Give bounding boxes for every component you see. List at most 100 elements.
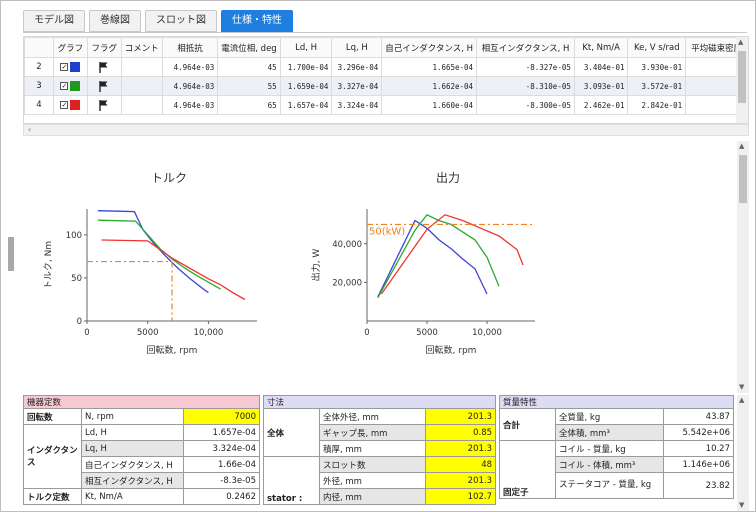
grid-header[interactable]: 自己インダクタンス, H [381,37,478,58]
scrollbar-thumb[interactable] [739,155,747,203]
graph-cell: ✓ [52,95,88,115]
flag-icon[interactable] [98,61,110,73]
param-input[interactable]: 102.7 [424,488,497,505]
param-label: コイル - 質量, kg [555,440,664,457]
series-color-swatch[interactable] [70,99,81,110]
kt-cell: 3.093e-01 [573,76,629,96]
machine-constants-table: 機器定数 回転数 N, rpm 7000 インダクタンス Ld, H 1.657… [23,395,260,505]
flag-cell [86,57,122,77]
table-row[interactable]: 2 ✓ 4.964e-03 45 1.700e-04 3.296e-04 1.6… [24,57,748,77]
ld-cell: 1.659e-04 [279,76,333,96]
x-axis-label: 回転数, rpm [147,344,198,356]
scroll-up-icon[interactable]: ▲ [738,38,744,46]
grid-header[interactable]: コメント [120,37,163,58]
splitter-handle[interactable] [8,237,14,271]
param-label: 内径, mm [319,488,426,505]
param-input[interactable]: 48 [424,456,497,473]
dimensions-title: 寸法 [262,395,497,409]
scroll-up-icon[interactable]: ▲ [739,396,745,404]
series-color-swatch[interactable] [70,61,81,72]
x-tick-label: 10,000 [194,328,224,338]
grid-horizontal-scrollbar[interactable]: ‹ [23,124,749,136]
table-row[interactable]: 4 ✓ 4.964e-03 65 1.657e-04 3.324e-04 1.6… [24,95,748,115]
flag-icon[interactable] [98,80,110,92]
self-inductance-cell: 1.665e-04 [381,57,478,77]
tab-model[interactable]: モデル図 [23,10,85,32]
y-tick-label: 20,000 [332,278,362,288]
kt-cell: 2.462e-01 [573,95,629,115]
row-label: インダクタンス [23,424,82,489]
y-tick-label: 100 [66,231,82,241]
series-color-swatch[interactable] [70,80,81,91]
row-id: 3 [24,76,54,96]
self-inductance-cell: 1.660e-04 [381,95,478,115]
param-label: 積厚, mm [319,440,426,457]
x-tick-label: 0 [364,328,369,338]
power-chart-title: 出力 [436,171,461,185]
y-tick-label: 40,000 [332,240,362,250]
comment-cell[interactable] [120,95,163,115]
param-input[interactable]: 201.3 [424,472,497,489]
param-input[interactable]: 0.85 [424,424,497,441]
series-line-3 [101,239,246,301]
y-axis-label: トルク, Nm [43,241,54,289]
mass-properties-table: 質量特性 合計 全質量, kg 43.87 全体積, mm³ 5.542e+06… [499,395,734,499]
grid-header[interactable]: フラグ [86,37,122,58]
grid-header[interactable]: Kt, Nm/A [573,37,629,58]
param-label: 自己インダクタンス, H [81,456,184,473]
kt-cell: 3.404e-01 [573,57,629,77]
tab-slot[interactable]: スロット図 [145,10,217,32]
ld-cell: 1.657e-04 [279,95,333,115]
grid-header[interactable]: 平均磁束密度 [685,37,748,58]
grid-header[interactable]: Ld, H [279,37,333,58]
ke-cell: 3.572e-01 [627,76,687,96]
param-value: -8.3e-05 [183,472,260,489]
phase-cell: 55 [217,76,281,96]
grid-header[interactable]: 電流位相, deg [217,37,281,58]
x-tick-label: 5000 [416,328,438,338]
graph-checkbox[interactable]: ✓ [60,62,69,71]
y-tick-label: 0 [77,317,82,327]
flag-icon[interactable] [98,99,110,111]
graph-checkbox[interactable]: ✓ [60,81,69,90]
scrollbar-thumb[interactable] [738,51,746,103]
grid-header[interactable]: 相互インダクタンス, H [476,37,575,58]
rpm-input[interactable]: 7000 [183,408,260,425]
comment-cell[interactable] [120,57,163,77]
param-label: 全質量, kg [555,408,664,425]
scroll-down-icon[interactable]: ▼ [739,383,745,391]
series-line-3 [380,214,524,295]
param-label: 全体外径, mm [319,408,426,425]
x-tick-label: 10,000 [472,328,502,338]
x-tick-label: 0 [84,328,89,338]
tab-winding[interactable]: 巻線図 [89,10,141,32]
grid-header[interactable]: Lq, H [331,37,383,58]
grid-header[interactable]: 相抵抗 [161,37,219,58]
scroll-left-icon[interactable]: ‹ [28,125,32,134]
grid-header[interactable]: Ke, V s/rad [627,37,687,58]
lq-cell: 3.327e-04 [331,76,383,96]
param-input[interactable]: 201.3 [424,408,497,425]
scroll-up-icon[interactable]: ▲ [739,142,745,150]
grid-header[interactable]: グラフ [52,37,88,58]
lq-cell: 3.324e-04 [331,95,383,115]
param-label: 全体積, mm³ [555,424,664,441]
charts-vertical-scrollbar[interactable]: ▲ ▼ [737,141,749,393]
graph-checkbox[interactable]: ✓ [60,100,69,109]
comment-cell[interactable] [120,76,163,96]
properties-vertical-scrollbar[interactable]: ▲ ▼ [737,395,749,511]
param-value: 3.324e-04 [183,440,260,457]
row-label: トルク定数 [23,488,82,505]
grid-header[interactable] [24,37,54,58]
machine-constants-title: 機器定数 [23,395,260,409]
grid-vertical-scrollbar[interactable]: ▲ [736,37,748,123]
scroll-down-icon[interactable]: ▼ [739,501,745,509]
phase-cell: 45 [217,57,281,77]
results-grid: グラフ フラグ コメント 相抵抗 電流位相, deg Ld, H Lq, H 自… [23,36,749,124]
tab-spec[interactable]: 仕様・特性 [221,10,293,32]
param-label: Ld, H [81,424,184,441]
param-input[interactable]: 201.3 [424,440,497,457]
table-row[interactable]: 3 ✓ 4.964e-03 55 1.659e-04 3.327e-04 1.6… [24,76,748,96]
graph-cell: ✓ [52,76,88,96]
ke-cell: 2.842e-01 [627,95,687,115]
